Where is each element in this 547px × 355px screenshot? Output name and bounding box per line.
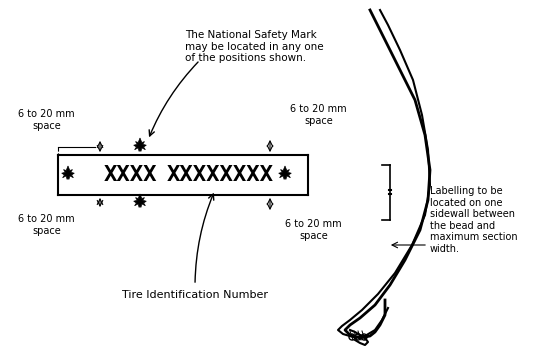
Text: 6 to 20 mm
space: 6 to 20 mm space — [18, 214, 74, 236]
Text: Tire Identification Number: Tire Identification Number — [122, 290, 268, 300]
PathPatch shape — [279, 166, 292, 180]
Text: XXXX: XXXX — [103, 165, 157, 185]
PathPatch shape — [133, 138, 146, 152]
Text: The National Safety Mark
may be located in any one
of the positions shown.: The National Safety Mark may be located … — [185, 30, 324, 63]
PathPatch shape — [62, 166, 74, 180]
Text: XXXXXXXX: XXXXXXXX — [166, 165, 274, 185]
PathPatch shape — [133, 194, 146, 208]
Text: 6 to 20 mm
space: 6 to 20 mm space — [290, 104, 347, 126]
Text: 6 to 20 mm
space: 6 to 20 mm space — [18, 109, 74, 131]
Text: Labelling to be
located on one
sidewall between
the bead and
maximum section
wid: Labelling to be located on one sidewall … — [430, 186, 517, 254]
Text: 6 to 20 mm
space: 6 to 20 mm space — [285, 219, 342, 241]
